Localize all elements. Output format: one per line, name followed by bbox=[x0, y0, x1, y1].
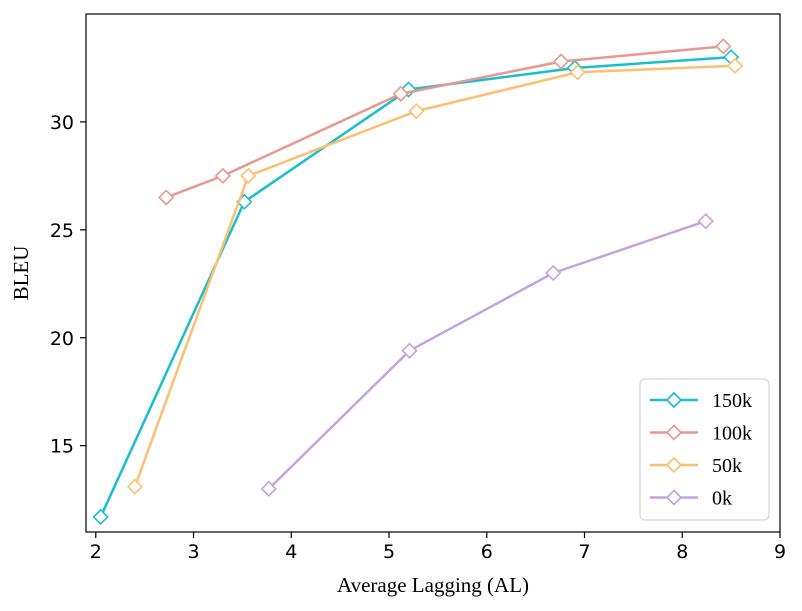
y-tick-label: 20 bbox=[50, 328, 74, 350]
data-point-50k bbox=[240, 167, 257, 185]
data-point-50k bbox=[126, 478, 144, 495]
data-point-0k bbox=[260, 480, 277, 497]
data-point-100k bbox=[715, 38, 732, 55]
series-50k bbox=[126, 57, 744, 495]
data-point-0k bbox=[545, 264, 562, 282]
series-0k bbox=[260, 213, 714, 497]
y-tick-label: 25 bbox=[50, 220, 74, 242]
data-point-100k bbox=[552, 53, 570, 70]
x-tick-label: 4 bbox=[285, 541, 297, 563]
y-axis-label: BLEU bbox=[9, 246, 33, 301]
series-line-0k bbox=[267, 220, 707, 490]
data-point-100k bbox=[158, 189, 175, 206]
y-axis-ticks: 15 20 25 30 bbox=[50, 112, 86, 458]
data-point-50k bbox=[569, 64, 586, 81]
x-tick-label: 3 bbox=[187, 541, 199, 563]
legend-item: 0k bbox=[650, 488, 732, 510]
data-point-0k bbox=[401, 342, 418, 359]
legend-marker-swatch bbox=[665, 424, 683, 441]
data-point-100k bbox=[392, 85, 409, 102]
legend-label: 0k bbox=[712, 488, 732, 510]
legend-marker-swatch bbox=[665, 456, 683, 474]
x-tick-label: 8 bbox=[676, 541, 688, 563]
legend-item: 150k bbox=[650, 390, 752, 412]
data-point-150k bbox=[92, 508, 109, 526]
legend-label: 100k bbox=[712, 423, 752, 445]
data-point-50k bbox=[726, 57, 744, 74]
legend-marker-swatch bbox=[665, 489, 683, 506]
legend-label: 50k bbox=[712, 455, 742, 477]
data-point-0k bbox=[697, 213, 714, 230]
legend-label: 150k bbox=[712, 390, 752, 412]
x-tick-label: 5 bbox=[383, 541, 395, 563]
legend-frame bbox=[639, 378, 770, 521]
legend-item: 50k bbox=[650, 455, 742, 477]
y-tick-label: 30 bbox=[50, 112, 74, 134]
x-tick-label: 7 bbox=[578, 541, 590, 563]
series-layer bbox=[92, 38, 744, 526]
x-tick-label: 2 bbox=[90, 541, 102, 563]
legend-marker-swatch bbox=[665, 391, 683, 409]
legend-item: 100k bbox=[650, 423, 752, 445]
data-point-100k bbox=[214, 167, 231, 185]
x-tick-label: 6 bbox=[481, 541, 493, 563]
x-axis-ticks: 2 3 4 5 6 7 8 9 bbox=[90, 532, 786, 563]
series-100k bbox=[158, 38, 732, 206]
x-tick-label: 9 bbox=[774, 541, 786, 563]
x-axis-label: Average Lagging (AL) bbox=[337, 573, 529, 597]
y-tick-label: 15 bbox=[50, 436, 74, 458]
data-point-50k bbox=[408, 102, 425, 120]
series-150k bbox=[92, 49, 740, 526]
legend: 150k 100k 50k 0k bbox=[639, 378, 770, 521]
